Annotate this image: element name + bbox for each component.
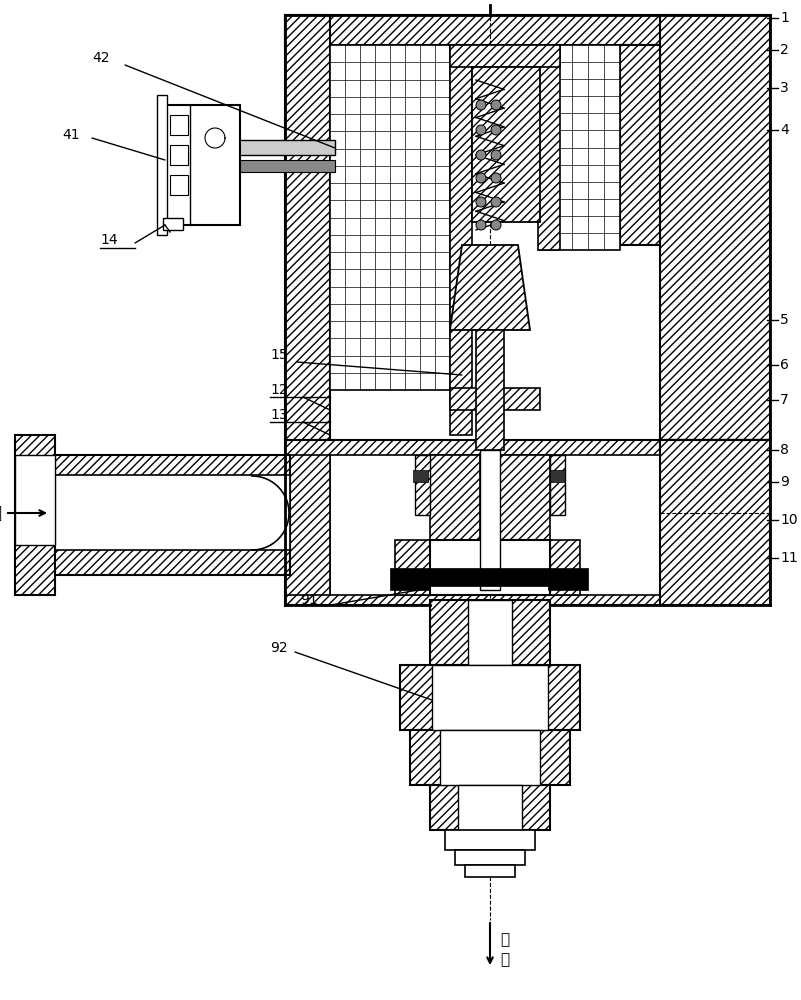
Polygon shape	[15, 435, 55, 595]
Bar	[170, 115, 188, 135]
Text: 14: 14	[100, 233, 118, 247]
Circle shape	[476, 220, 486, 230]
Bar	[450, 388, 540, 410]
Circle shape	[491, 173, 501, 183]
Bar	[538, 45, 560, 250]
Bar	[170, 175, 188, 195]
Text: 92: 92	[270, 641, 288, 655]
Bar	[660, 440, 770, 605]
Circle shape	[491, 197, 501, 207]
Text: 13: 13	[270, 408, 288, 422]
Bar	[468, 600, 512, 665]
Text: 7: 7	[780, 393, 789, 407]
Circle shape	[491, 150, 501, 160]
Text: 12: 12	[270, 383, 288, 397]
Bar	[285, 440, 770, 605]
Bar	[465, 865, 515, 877]
Bar	[235, 140, 335, 155]
Text: 10: 10	[780, 513, 798, 527]
Text: 91: 91	[300, 593, 318, 607]
Bar	[450, 45, 472, 435]
Bar	[450, 45, 560, 67]
Bar	[15, 455, 55, 545]
Bar	[413, 470, 428, 482]
Text: 4: 4	[780, 123, 789, 137]
Bar	[540, 45, 620, 250]
Text: 入口: 入口	[0, 504, 2, 522]
Text: 42: 42	[92, 51, 110, 65]
Bar	[550, 455, 565, 515]
Text: 11: 11	[780, 551, 798, 565]
Bar	[390, 568, 430, 590]
Bar	[480, 450, 500, 590]
Circle shape	[491, 220, 501, 230]
Bar	[330, 455, 660, 595]
Polygon shape	[430, 785, 550, 830]
Bar	[430, 540, 550, 595]
Bar	[445, 830, 535, 850]
Bar	[548, 568, 588, 590]
Text: 9: 9	[780, 475, 789, 489]
Circle shape	[491, 125, 501, 135]
Circle shape	[476, 173, 486, 183]
Bar	[430, 568, 548, 586]
Polygon shape	[400, 665, 580, 730]
Text: 口: 口	[500, 952, 509, 968]
Polygon shape	[30, 455, 290, 575]
Circle shape	[476, 125, 486, 135]
Text: 41: 41	[62, 128, 79, 142]
Bar	[415, 455, 430, 515]
Bar	[432, 665, 548, 730]
Bar	[285, 15, 330, 440]
Polygon shape	[410, 730, 570, 785]
Bar	[440, 730, 540, 785]
Text: 1: 1	[780, 11, 789, 25]
Polygon shape	[450, 245, 530, 330]
Bar	[235, 160, 335, 172]
Bar	[430, 455, 480, 585]
Bar	[170, 145, 188, 165]
Bar	[458, 785, 522, 830]
Text: 15: 15	[270, 348, 288, 362]
Bar	[500, 455, 550, 585]
Bar	[285, 455, 330, 595]
Bar	[395, 540, 580, 595]
Bar	[550, 470, 565, 482]
Bar	[163, 218, 183, 230]
Bar	[285, 15, 770, 45]
Bar	[476, 330, 504, 450]
Bar	[330, 45, 450, 390]
Text: 8: 8	[780, 443, 789, 457]
Bar	[472, 67, 540, 222]
Circle shape	[476, 100, 486, 110]
Bar	[157, 95, 167, 235]
Circle shape	[491, 100, 501, 110]
Text: 6: 6	[780, 358, 789, 372]
Text: 5: 5	[780, 313, 789, 327]
Circle shape	[476, 197, 486, 207]
Polygon shape	[430, 600, 550, 665]
Bar	[620, 45, 660, 245]
Text: 出: 出	[500, 932, 509, 948]
Bar	[660, 15, 770, 440]
Bar	[165, 105, 240, 225]
Circle shape	[476, 150, 486, 160]
Bar	[455, 850, 525, 865]
Text: 2: 2	[780, 43, 789, 57]
Text: 3: 3	[780, 81, 789, 95]
Bar	[30, 475, 290, 550]
